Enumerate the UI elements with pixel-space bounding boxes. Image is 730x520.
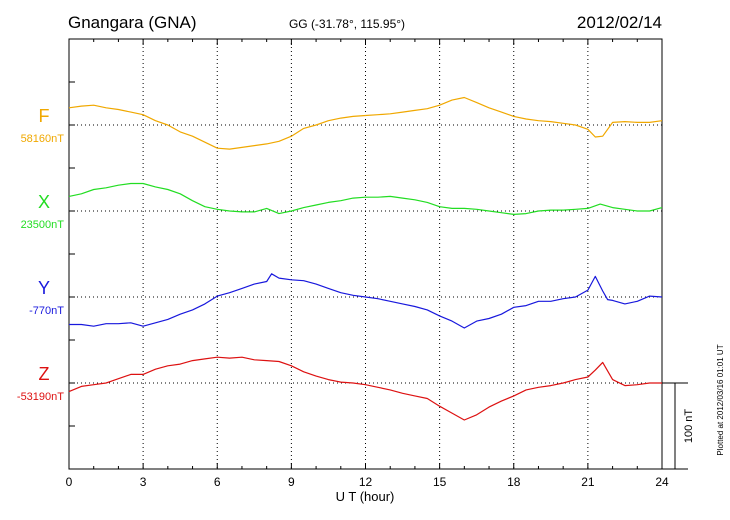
x-tick-label: 3 [140, 475, 147, 489]
series-baseline-f: 58160nT [21, 133, 65, 145]
series-line-x [68, 182, 663, 215]
series-baseline-x: 23500nT [21, 219, 65, 231]
x-tick-label: 9 [288, 475, 295, 489]
x-tick-label: 0 [66, 475, 73, 489]
series-line-y [69, 273, 663, 329]
x-axis-label: U T (hour) [336, 489, 395, 504]
x-tick-label: 24 [655, 475, 669, 489]
x-tick-label: 21 [581, 475, 595, 489]
station-title: Gnangara (GNA) [68, 13, 197, 32]
series-name-y: Y [38, 278, 50, 298]
series-labels: F 58160nT X 23500nT Y -770nT Z -53190nT [17, 106, 64, 403]
x-tick-label: 12 [359, 475, 373, 489]
x-tick-label: 15 [433, 475, 447, 489]
chart-date: 2012/02/14 [577, 13, 662, 32]
chart-header: Gnangara (GNA) GG (-31.78°, 115.95°) 201… [68, 13, 662, 32]
series-baseline-z: -53190nT [17, 391, 64, 403]
series-name-z: Z [39, 364, 50, 384]
x-tick-labels: 0 3 6 9 12 15 18 21 24 [66, 475, 669, 489]
series-baseline-y: -770nT [29, 305, 64, 317]
vertical-gridlines [142, 39, 589, 469]
x-tick-label: 18 [507, 475, 521, 489]
series-name-f: F [39, 106, 50, 126]
axis-ticks [68, 38, 663, 470]
series-name-x: X [38, 192, 50, 212]
scale-bar-label: 100 nT [683, 409, 695, 444]
station-coordinates: GG (-31.78°, 115.95°) [289, 17, 405, 31]
series-line-f [68, 96, 663, 150]
x-tick-label: 6 [214, 475, 221, 489]
scale-bar: 100 nT [662, 382, 695, 470]
series-lines [68, 96, 663, 421]
series-line-z [68, 356, 662, 421]
plotted-at-note: Plotted at 2012/03/16 01:01 UT [716, 344, 725, 455]
